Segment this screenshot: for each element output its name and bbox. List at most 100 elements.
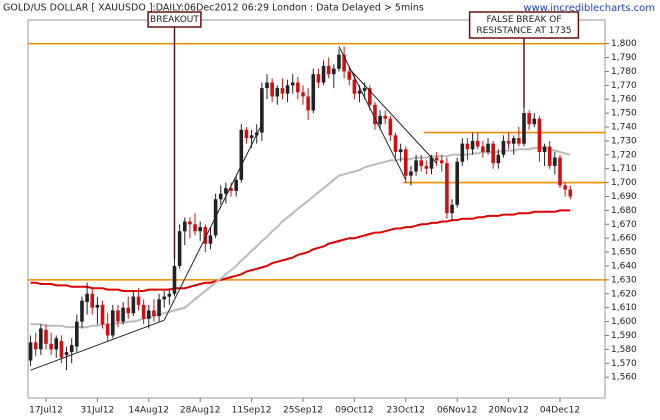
candle-body <box>455 161 459 205</box>
candle-body <box>85 293 89 303</box>
y-tick-label: 1,590 <box>611 331 637 341</box>
candle-body <box>172 265 177 294</box>
y-tick-label: 1,610 <box>611 303 637 313</box>
candle-body <box>393 135 398 153</box>
candle-body <box>409 171 413 176</box>
candle-body <box>542 146 547 153</box>
candle-body <box>121 307 125 322</box>
candle-body <box>141 304 146 319</box>
candle-body <box>470 140 475 150</box>
candle-body <box>316 74 321 83</box>
candle-body <box>491 143 495 164</box>
y-tick-label: 1,760 <box>611 95 637 105</box>
candle-body <box>450 204 454 214</box>
candle-body <box>203 227 208 244</box>
candle-body <box>146 310 151 319</box>
candle-body <box>460 143 465 162</box>
candle-body <box>218 193 223 200</box>
candle-body <box>249 135 254 139</box>
candle-body <box>434 157 439 161</box>
y-tick-label: 1,800 <box>611 39 637 49</box>
x-tick-label: 11Sep12 <box>232 406 272 416</box>
candle-body <box>424 165 429 169</box>
candle-body <box>547 146 552 166</box>
y-tick-label: 1,780 <box>611 67 637 77</box>
candle-body <box>39 328 43 350</box>
candle-body <box>54 338 59 350</box>
x-tick-label: 14Aug12 <box>129 406 169 416</box>
y-tick-label: 1,650 <box>611 248 637 258</box>
candle-body <box>105 324 110 336</box>
source: www.incrediblecharts.com <box>523 3 655 14</box>
candle-body <box>429 157 434 169</box>
candle-body <box>563 185 567 190</box>
annotation-box <box>147 11 202 28</box>
y-tick-label: 1,750 <box>611 109 637 119</box>
candle-body <box>296 82 300 93</box>
x-tick-label: 31Jul12 <box>81 406 115 416</box>
candle-body <box>373 104 377 125</box>
candle-body <box>558 157 562 186</box>
candle-body <box>398 149 403 153</box>
chart-title: GOLD/US DOLLAR [ XAUUSDO ]:DAILY:06Dec20… <box>3 3 424 14</box>
candle-body <box>306 96 310 111</box>
candle-body <box>64 352 69 355</box>
plot-frame <box>27 19 606 399</box>
candle-body <box>188 221 192 225</box>
candle-body <box>229 188 233 191</box>
candle-body <box>80 300 84 322</box>
candle-body <box>326 65 331 75</box>
candle-body <box>265 82 269 89</box>
moving-average <box>30 146 571 329</box>
candle-body <box>337 54 341 69</box>
candle-body <box>388 118 393 136</box>
candle-body <box>224 188 228 194</box>
candle-body <box>419 160 424 166</box>
candle-body <box>517 138 521 144</box>
y-tick-label: 1,560 <box>611 373 637 383</box>
candle-body <box>332 68 336 75</box>
x-tick-label: 28Aug12 <box>180 406 220 416</box>
y-tick-label: 1,680 <box>611 206 637 216</box>
candle-body <box>481 146 485 153</box>
y-tick-label: 1,710 <box>611 164 637 174</box>
candle-body <box>157 299 161 317</box>
y-tick-label: 1,720 <box>611 150 637 160</box>
y-tick-label: 1,630 <box>611 275 637 285</box>
candle-body <box>182 221 187 232</box>
x-tick-label: 09Oct12 <box>335 406 373 416</box>
candle-body <box>152 310 156 317</box>
candle-body <box>285 85 290 94</box>
candle-body <box>347 71 352 80</box>
candle-body <box>475 140 480 147</box>
candle-body <box>506 140 511 144</box>
x-tick-label: 23Oct12 <box>387 406 425 416</box>
annotation-box <box>468 11 580 39</box>
candle-body <box>33 342 38 350</box>
moving-average <box>30 209 571 292</box>
candle-body <box>532 118 537 125</box>
y-tick-label: 1,740 <box>611 123 637 133</box>
candle-body <box>193 224 197 232</box>
annotation-text: FALSE BREAK OF <box>486 15 561 25</box>
x-tick-label: 04Dec12 <box>540 406 580 416</box>
annotation-text: BREAKOUT <box>150 15 199 25</box>
candle-body <box>414 160 418 172</box>
candle-body <box>486 143 490 153</box>
x-tick-label: 06Nov12 <box>437 406 477 416</box>
candle-body <box>568 189 573 197</box>
y-tick-label: 1,790 <box>611 53 637 63</box>
candle-body <box>136 296 141 305</box>
y-tick-label: 1,700 <box>611 178 637 188</box>
y-tick-label: 1,580 <box>611 345 637 355</box>
candle-body <box>131 296 136 314</box>
y-tick-label: 1,730 <box>611 136 637 146</box>
candle-body <box>275 88 280 97</box>
candle-body <box>167 293 172 297</box>
candle-body <box>501 140 506 155</box>
candle-body <box>198 227 202 232</box>
candle-body <box>321 65 326 83</box>
candle-body <box>342 54 346 72</box>
candle-body <box>111 310 115 336</box>
